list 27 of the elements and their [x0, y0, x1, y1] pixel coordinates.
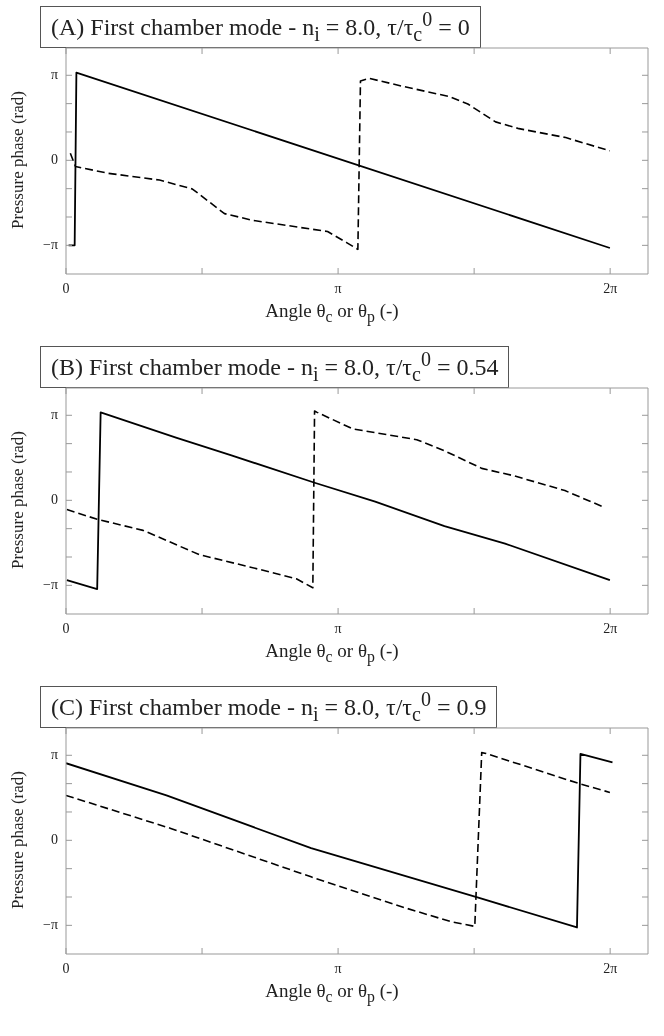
x-tick-label: π — [334, 280, 342, 296]
x-tick-label: 2π — [603, 280, 618, 296]
x-tick-label: 0 — [62, 960, 70, 976]
y-tick-label: 0 — [51, 832, 58, 847]
x-axis-title: Angle θ$_{c}$ or θ$_{p}$ (-) — [264, 300, 400, 326]
x-tick-label: 0 — [62, 620, 70, 636]
y-axis-title: Pressure phase (rad) — [8, 90, 28, 231]
y-tick-label: −π — [43, 577, 58, 593]
x-tick-label: π — [334, 960, 342, 976]
x-tick-label: π — [334, 620, 342, 636]
y-tick-label: π — [50, 66, 58, 82]
y-tick-label: π — [50, 406, 58, 422]
y-tick-label: −π — [43, 917, 58, 933]
x-tick-label: 2π — [603, 960, 618, 976]
y-tick-label: π — [50, 746, 58, 762]
x-axis-title: Angle θ$_{c}$ or θ$_{p}$ (-) — [264, 980, 400, 1006]
chart-title: (C) First chamber mode - n$_{i}$ = 8.0, τ/τ$_{c}$$^{0}$ = 0.9 — [40, 686, 498, 728]
y-tick-label: 0 — [51, 152, 58, 167]
y-axis-title: Pressure phase (rad) — [8, 430, 28, 571]
chart-title: (B) First chamber mode - n$_{i}$ = 8.0, τ/τ$_{c}$$^{0}$ = 0.54 — [40, 346, 510, 388]
x-tick-label: 0 — [62, 280, 70, 296]
x-tick-label: 2π — [603, 620, 618, 636]
y-tick-label: −π — [43, 237, 58, 253]
x-axis-title: Angle θ$_{c}$ or θ$_{p}$ (-) — [264, 640, 400, 666]
y-axis-title: Pressure phase (rad) — [8, 770, 28, 911]
chart-title: (A) First chamber mode - n$_{i}$ = 8.0, τ/τ$_{c}$$^{0}$ = 0 — [40, 6, 481, 48]
y-tick-label: 0 — [51, 492, 58, 507]
